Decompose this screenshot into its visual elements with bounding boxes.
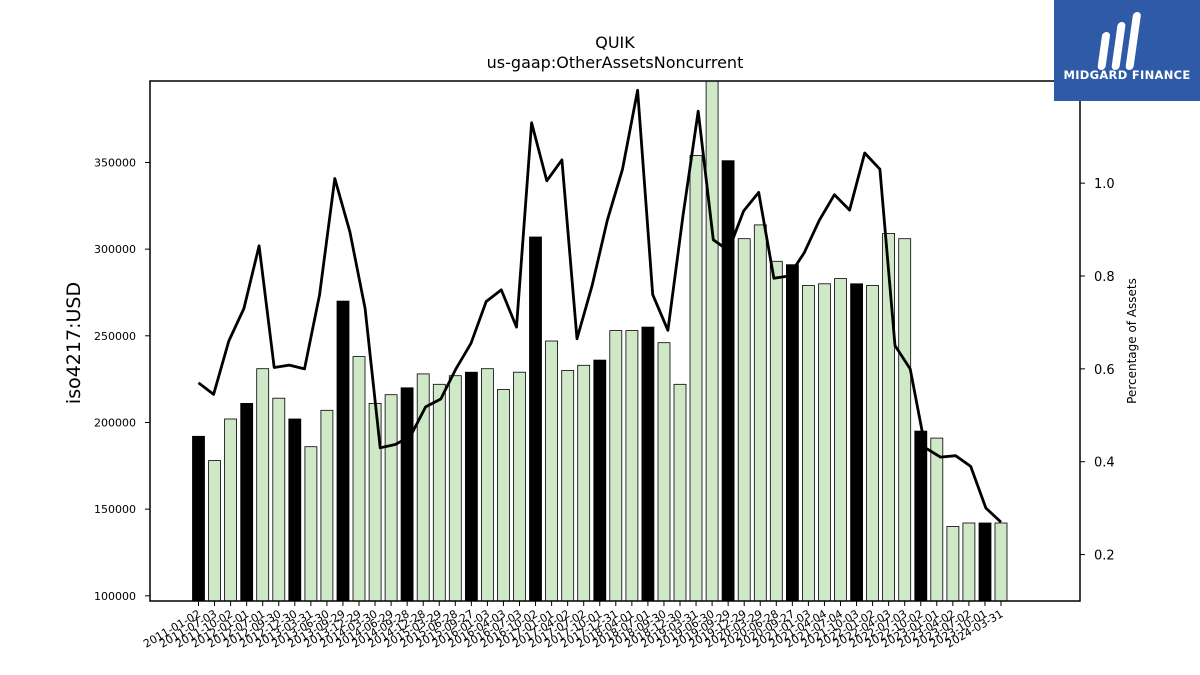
bar [866,285,879,602]
bar [224,418,238,602]
logo-mark-icon [1097,12,1141,70]
bar [416,373,430,602]
y-axis-left: 100000 150000 200000 250000 300000 350000 [94,156,150,603]
bar [978,522,992,602]
chart-subtitle: us-gaap:OtherAssetsNoncurrent [487,53,744,72]
chart-title: QUIK [595,33,635,52]
bar [802,285,815,602]
line-series [197,88,1002,524]
bar [320,409,334,602]
bar [689,155,703,602]
logo: MIDGARD FINANCE [1054,0,1200,101]
bar [400,387,414,602]
bar [529,236,542,602]
bar [609,330,623,602]
bar [208,460,222,602]
y2-tick-label: 0.4 [1094,456,1115,471]
bar [288,418,302,602]
bar [786,264,799,602]
bar [272,397,286,602]
bar [721,160,735,602]
bar [882,233,895,602]
logo-text: MIDGARD FINANCE [1063,68,1191,82]
bar [641,326,655,602]
x-axis: 2011-01-022011-07-032011-10-022012-01-01… [141,601,1006,651]
bar [496,389,510,602]
bar [818,283,831,602]
y-tick-label: 200000 [94,416,136,429]
bar [304,446,318,602]
bar [240,402,254,602]
bar [834,278,847,602]
bar [192,435,205,602]
y-tick-label: 150000 [94,503,136,516]
bar [256,368,270,602]
y2-tick-label: 0.6 [1094,363,1115,378]
bar [705,80,719,602]
y-axis-label: iso4217:USD [63,282,85,404]
bar [769,260,783,602]
bar [898,238,912,602]
bar [962,522,976,602]
bar-series [192,80,1008,602]
y-tick-label: 250000 [94,330,136,343]
bar [673,383,687,602]
bar [593,359,607,602]
bar [561,370,575,602]
bar [657,342,671,602]
y2-tick-label: 0.2 [1094,549,1115,564]
bar [914,430,928,602]
bar [577,364,591,602]
bar [464,371,478,602]
bar [336,300,350,602]
bar [625,330,639,602]
bar [737,238,751,602]
bar [513,371,526,602]
bar [850,283,863,602]
y2-tick-label: 0.8 [1094,270,1115,285]
plot-frame [149,80,1081,602]
line-path [197,88,1002,524]
bar [352,356,366,602]
bar [930,437,944,602]
bar [545,340,558,602]
bar [384,394,398,602]
y2-axis-label: Percentage of Assets [1125,278,1139,404]
bar [994,522,1008,602]
y2-tick-label: 1.0 [1094,177,1115,192]
bar [480,368,494,602]
y-tick-label: 300000 [94,243,136,256]
y-tick-label: 350000 [94,156,136,169]
bar [946,526,960,602]
bar [432,383,446,602]
y-axis-right: 0.20.40.60.81.01.2 [1080,84,1115,564]
bar [753,224,767,602]
bar [448,375,462,602]
y-tick-label: 100000 [94,590,136,603]
